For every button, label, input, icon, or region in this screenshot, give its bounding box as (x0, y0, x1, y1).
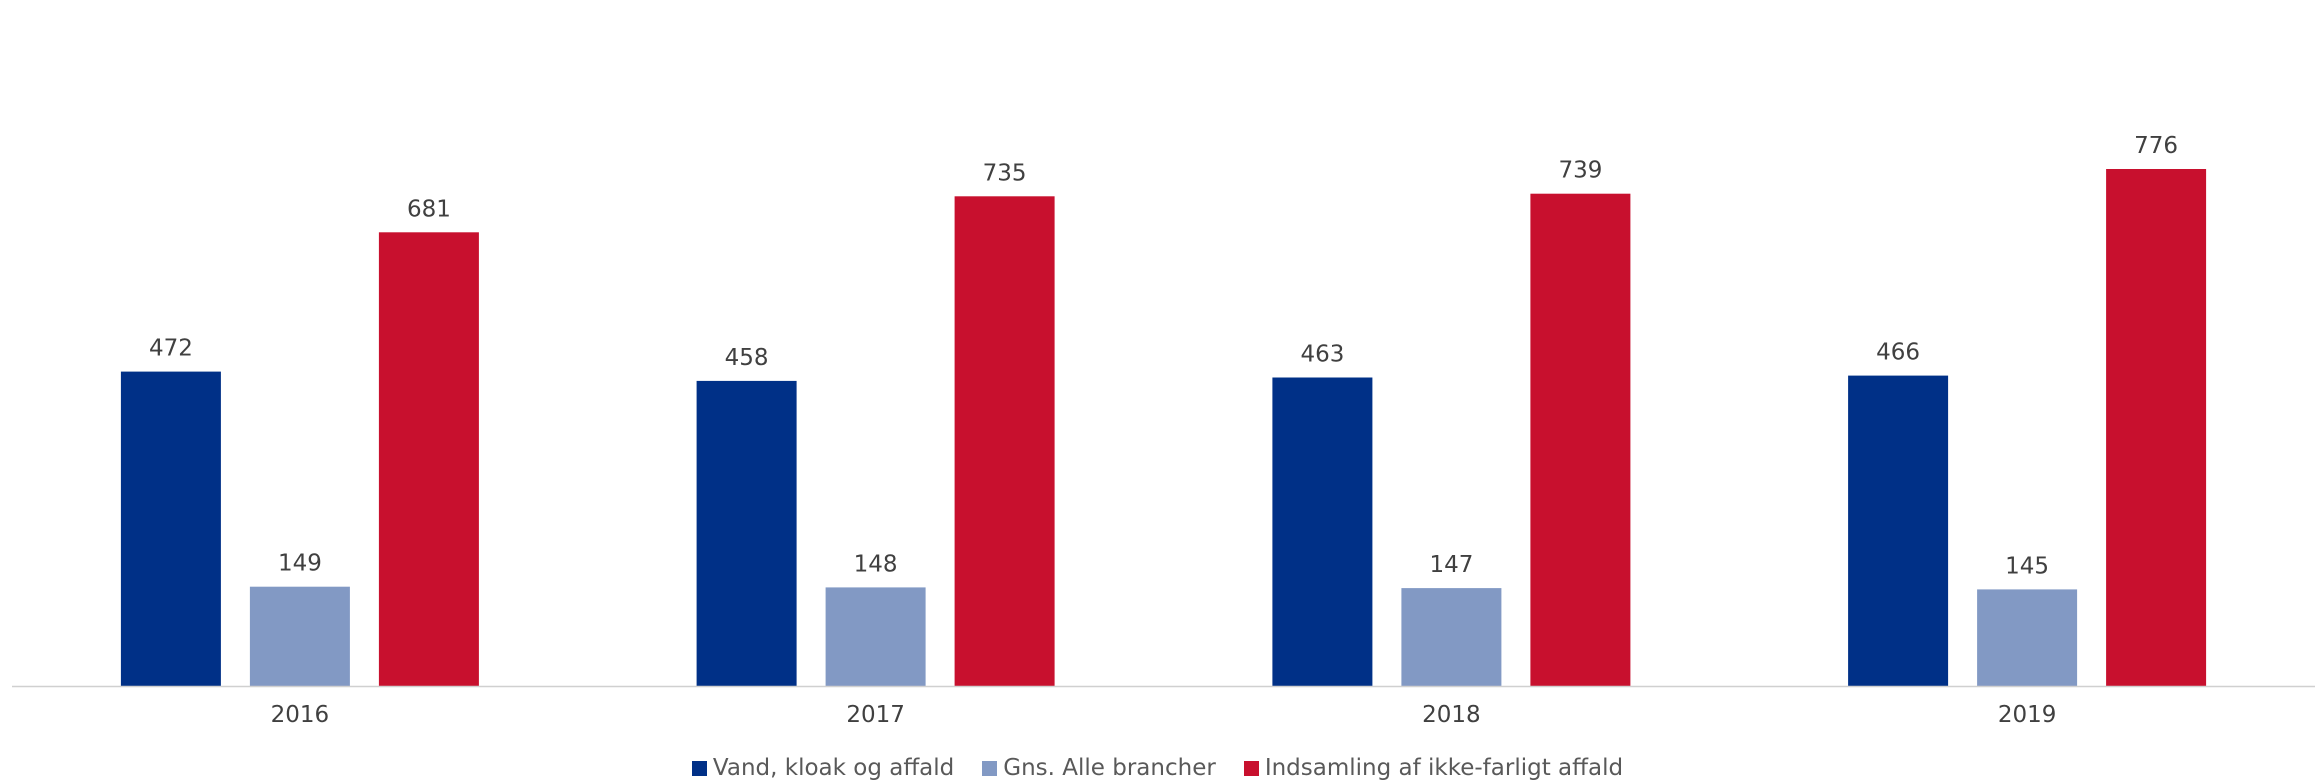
bar-2017-series-1 (696, 380, 797, 686)
x-tick-label-2018: 2018 (1422, 702, 1481, 728)
bar-2018-series-3 (1530, 193, 1631, 686)
legend-label-2: Gns. Alle brancher (1003, 755, 1216, 781)
bar-2019-series-3 (2106, 169, 2207, 686)
legend-swatch-2 (982, 760, 998, 776)
bar-2016-series-1 (120, 371, 221, 686)
data-label-2017-series-2: 148 (854, 551, 898, 577)
bar-2017-series-3 (954, 196, 1055, 687)
data-label-2019-series-3: 776 (2134, 133, 2178, 159)
data-label-2017-series-3: 735 (983, 160, 1027, 186)
data-label-2016-series-2: 149 (278, 551, 322, 577)
legend-item-3: Indsamling af ikke-farligt affald (1243, 755, 1624, 781)
bar-2016-series-2 (249, 586, 350, 686)
data-label-2018-series-1: 463 (1300, 342, 1344, 368)
legend-label-1: Vand, kloak og affald (712, 755, 955, 781)
legend-swatch-3 (1243, 760, 1259, 776)
bar-2019-series-2 (1977, 589, 2078, 686)
bar-chart: 472 149 681 2016 458 148 735 2017 463 147 739 2018 4… (12, 133, 2315, 728)
bar-2018-series-1 (1272, 377, 1373, 686)
bar-2017-series-2 (825, 587, 926, 686)
x-tick-label-2017: 2017 (846, 702, 905, 728)
x-tick-label-2016: 2016 (271, 702, 330, 728)
legend-swatch-1 (691, 760, 707, 776)
bar-2018-series-2 (1401, 588, 1502, 686)
data-label-2019-series-1: 466 (1876, 340, 1920, 366)
bar-2019-series-1 (1848, 375, 1949, 686)
bar-2016-series-3 (378, 232, 479, 687)
data-label-2019-series-2: 145 (2005, 553, 2049, 579)
data-label-2018-series-2: 147 (1429, 552, 1473, 578)
legend-item-1: Vand, kloak og affald (691, 755, 955, 781)
data-label-2017-series-1: 458 (725, 345, 769, 371)
x-tick-label-2019: 2019 (1998, 702, 2057, 728)
legend: Vand, kloak og affald Gns. Alle brancher I… (0, 752, 2315, 784)
data-label-2018-series-3: 739 (1558, 158, 1602, 184)
legend-item-2: Gns. Alle brancher (982, 755, 1216, 781)
data-label-2016-series-3: 681 (407, 196, 451, 222)
legend-label-3: Indsamling af ikke-farligt affald (1264, 755, 1624, 781)
data-label-2016-series-1: 472 (149, 336, 193, 362)
